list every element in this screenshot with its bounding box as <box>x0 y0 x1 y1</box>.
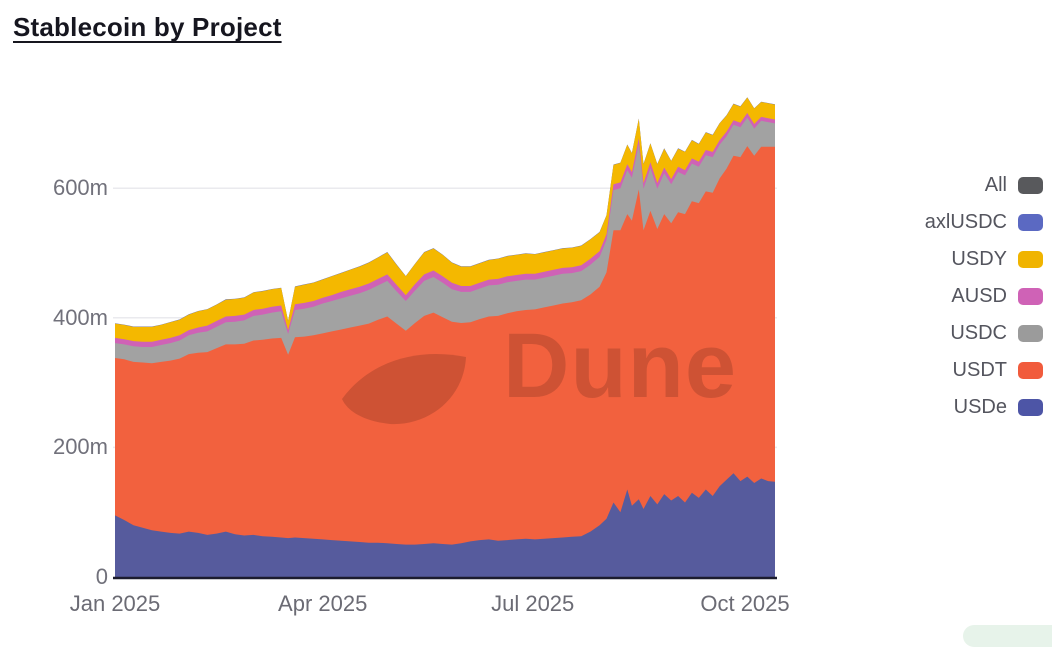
x-tick-label: Apr 2025 <box>278 591 368 616</box>
legend-item-swatch[interactable] <box>1018 251 1043 268</box>
legend-item-swatch[interactable] <box>1018 399 1043 416</box>
area-usdt <box>115 146 775 577</box>
legend-item-usdc[interactable]: USDC <box>925 315 1043 352</box>
area-series <box>115 97 775 577</box>
x-tick-label: Oct 2025 <box>700 591 790 616</box>
bottom-action-pill[interactable] <box>963 625 1052 647</box>
x-tick-label: Jul 2025 <box>491 591 575 616</box>
y-tick-label: 200m <box>52 434 108 460</box>
legend-item-label: USDT <box>952 359 1007 381</box>
page-title: Stablecoin by Project <box>13 12 282 42</box>
legend-item-all[interactable]: All <box>925 167 1043 204</box>
legend-item-axlusdc[interactable]: axlUSDC <box>925 204 1043 241</box>
legend-item-swatch[interactable] <box>1018 177 1043 194</box>
legend-item-usde[interactable]: USDe <box>925 389 1043 426</box>
legend-item-label: axlUSDC <box>924 211 1007 233</box>
legend-item-ausd[interactable]: AUSD <box>925 278 1043 315</box>
y-tick-label: 600m <box>52 175 108 201</box>
legend-item-label: USDe <box>953 396 1007 418</box>
legend-item-swatch[interactable] <box>1018 214 1043 231</box>
legend-item-swatch[interactable] <box>1018 288 1043 305</box>
x-tick-label: Jan 2025 <box>69 591 161 616</box>
dune-watermark-text: Dune <box>503 315 737 417</box>
area-usde <box>115 473 775 577</box>
legend-item-label: USDY <box>951 248 1007 270</box>
dune-crescent-logo-icon <box>342 353 466 425</box>
stacked-area-chart[interactable]: Dune <box>0 0 1052 632</box>
dune-watermark: Dune <box>342 315 737 425</box>
legend-item-label: AUSD <box>951 285 1007 307</box>
legend-item-swatch[interactable] <box>1018 362 1043 379</box>
legend-item-label: USDC <box>950 322 1007 344</box>
legend-item-label: All <box>984 174 1007 196</box>
legend-item-usdy[interactable]: USDY <box>925 241 1043 278</box>
chart-legend: All axlUSDC USDY AUSD USDC USDT USDe <box>925 167 1043 426</box>
y-tick-label: 400m <box>52 304 108 330</box>
legend-item-swatch[interactable] <box>1018 325 1043 342</box>
legend-item-usdt[interactable]: USDT <box>925 352 1043 389</box>
y-tick-label: 0 <box>95 564 108 589</box>
